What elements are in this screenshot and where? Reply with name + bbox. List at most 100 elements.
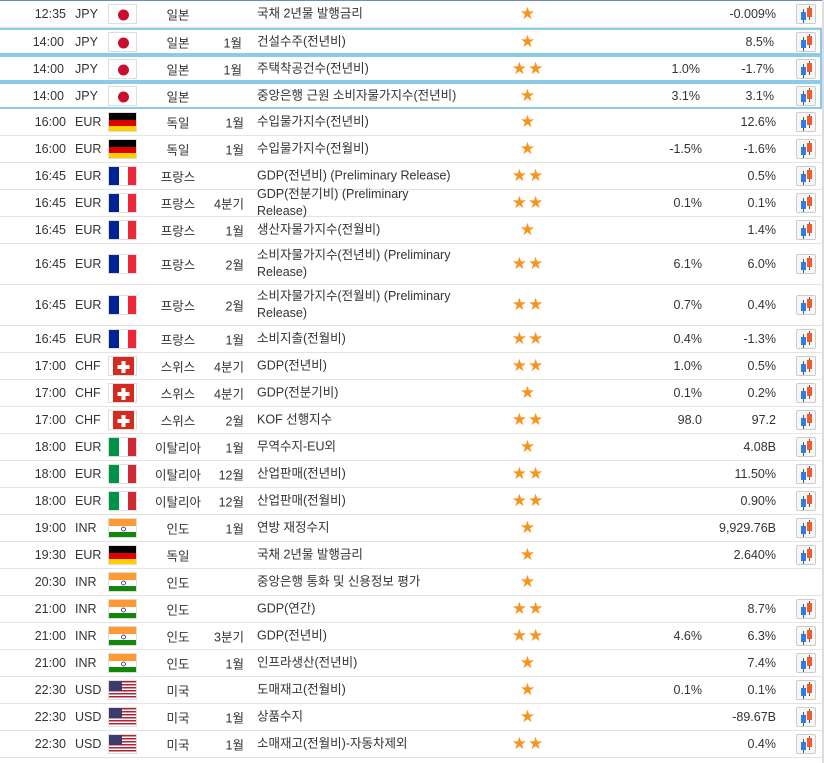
importance-stars-icon: ★★ bbox=[511, 410, 545, 429]
event-name[interactable]: 소비지출(전월비) bbox=[257, 331, 346, 346]
country: 인도 bbox=[166, 603, 190, 618]
event-name[interactable]: 주택착공건수(전년비) bbox=[257, 61, 369, 75]
table-row[interactable]: 16:00 EUR 독일 1월 수입물가지수(전월비) ★ -1.5% -1.6… bbox=[0, 136, 822, 163]
table-row[interactable]: 16:45 EUR 프랑스 1월 소비지출(전월비) ★★ 0.4% -1.3% bbox=[0, 326, 822, 353]
event-name[interactable]: 건설수주(전년비) bbox=[257, 34, 346, 48]
table-row[interactable]: 16:45 EUR 프랑스 GDP(전년비) (Preliminary Rele… bbox=[0, 163, 822, 190]
event-name[interactable]: GDP(전년비) bbox=[257, 628, 327, 643]
event-name[interactable]: GDP(전분기비) bbox=[257, 385, 339, 400]
chart-icon[interactable] bbox=[796, 254, 816, 274]
flag-ch-icon bbox=[108, 410, 137, 430]
event-time: 16:00 bbox=[34, 142, 66, 156]
chart-icon[interactable] bbox=[796, 166, 816, 186]
chart-icon[interactable] bbox=[796, 410, 816, 430]
table-row[interactable]: 18:00 EUR 이탈리아 1월 무역수지-EU외 ★ 4.08B bbox=[0, 434, 822, 461]
chart-icon[interactable] bbox=[796, 464, 816, 484]
table-row[interactable]: 16:45 EUR 프랑스 4분기 GDP(전분기비) (Preliminary… bbox=[0, 187, 822, 218]
chart-icon[interactable] bbox=[796, 356, 816, 376]
event-name[interactable]: 산업판매(전월비) bbox=[257, 493, 346, 508]
table-row[interactable]: 14:00 JPY 일본 1월 주택착공건수(전년비) ★★ 1.0% -1.7… bbox=[0, 55, 822, 82]
forecast-value: 0.1% bbox=[673, 196, 703, 210]
table-row[interactable]: 16:00 EUR 독일 1월 수입물가지수(전년비) ★ 12.6% bbox=[0, 109, 822, 136]
previous-value: 6.0% bbox=[747, 257, 777, 271]
chart-icon[interactable] bbox=[796, 220, 816, 240]
event-name[interactable]: 인프라생산(전년비) bbox=[257, 655, 358, 670]
chart-icon[interactable] bbox=[796, 85, 816, 106]
event-name[interactable]: 수입물가지수(전월비) bbox=[257, 141, 369, 156]
chart-icon[interactable] bbox=[796, 139, 816, 159]
scrollbar[interactable] bbox=[822, 0, 824, 763]
chart-icon[interactable] bbox=[796, 193, 816, 213]
period: 4분기 bbox=[214, 387, 244, 402]
table-row[interactable]: 21:00 INR 인도 3분기 GDP(전년비) ★★ 4.6% 6.3% bbox=[0, 623, 822, 650]
chart-icon[interactable] bbox=[796, 545, 816, 565]
importance-stars-icon: ★ bbox=[519, 572, 537, 591]
event-name[interactable]: 상품수지 bbox=[257, 709, 304, 724]
event-name[interactable]: 연방 재정수지 bbox=[257, 520, 330, 535]
event-name[interactable]: GDP(전년비) bbox=[257, 358, 327, 373]
chart-icon[interactable] bbox=[796, 491, 816, 511]
chart-icon[interactable] bbox=[796, 599, 816, 619]
country: 인도 bbox=[166, 522, 190, 537]
table-row[interactable]: 12:35 JPY 일본 국채 2년물 발행금리 ★ -0.009% bbox=[0, 1, 822, 28]
chart-icon[interactable] bbox=[796, 4, 816, 24]
table-row[interactable]: 17:00 CHF 스위스 2월 KOF 선행지수 ★★ 98.0 97.2 bbox=[0, 407, 822, 434]
chart-icon[interactable] bbox=[796, 329, 816, 349]
chart-icon[interactable] bbox=[796, 437, 816, 457]
event-name[interactable]: 무역수지-EU외 bbox=[257, 439, 337, 454]
flag-jp-icon bbox=[108, 31, 137, 52]
flag-fr-icon bbox=[108, 166, 137, 186]
table-row[interactable]: 21:00 INR 인도 GDP(연간) ★★ 8.7% bbox=[0, 596, 822, 623]
chart-icon[interactable] bbox=[796, 518, 816, 538]
currency: EUR bbox=[75, 223, 102, 237]
table-row[interactable]: 19:00 INR 인도 1월 연방 재정수지 ★ 9,929.76B bbox=[0, 515, 822, 542]
chart-icon[interactable] bbox=[796, 31, 816, 52]
event-name[interactable]: KOF 선행지수 bbox=[257, 412, 333, 427]
event-name[interactable]: GDP(전분기비) (Preliminary Release) bbox=[257, 187, 409, 218]
event-name[interactable]: 생산자물가지수(전월비) bbox=[257, 222, 381, 237]
event-name[interactable]: GDP(연간) bbox=[257, 601, 316, 616]
previous-value: 97.2 bbox=[751, 413, 776, 427]
table-row[interactable]: 18:00 EUR 이탈리아 12월 산업판매(전월비) ★★ 0.90% bbox=[0, 488, 822, 515]
event-name[interactable]: 중앙은행 근원 소비자물가지수(전년비) bbox=[257, 88, 457, 102]
event-name[interactable]: GDP(전년비) (Preliminary Release) bbox=[257, 168, 451, 183]
flag-us-icon bbox=[108, 707, 137, 727]
event-time: 14:00 bbox=[32, 34, 64, 49]
event-name[interactable]: 중앙은행 통화 및 신용정보 평가 bbox=[257, 574, 421, 589]
table-row[interactable]: 14:00 JPY 일본 1월 건설수주(전년비) ★ 8.5% bbox=[0, 28, 822, 55]
event-name[interactable]: 도매재고(전월비) bbox=[257, 682, 346, 697]
event-name[interactable]: 국채 2년물 발행금리 bbox=[257, 6, 363, 21]
chart-icon[interactable] bbox=[796, 295, 816, 315]
event-time: 16:45 bbox=[34, 257, 66, 271]
table-row[interactable]: 18:00 EUR 이탈리아 12월 산업판매(전년비) ★★ 11.50% bbox=[0, 461, 822, 488]
forecast-value: 0.1% bbox=[673, 386, 703, 400]
table-row[interactable]: 20:30 INR 인도 중앙은행 통화 및 신용정보 평가 ★ bbox=[0, 569, 822, 596]
table-row[interactable]: 16:45 EUR 프랑스 1월 생산자물가지수(전월비) ★ 1.4% bbox=[0, 217, 822, 244]
table-row[interactable]: 22:30 USD 미국 1월 소매재고(전월비)-자동차제외 ★★ 0.4% bbox=[0, 731, 822, 758]
event-name[interactable]: 국채 2년물 발행금리 bbox=[257, 547, 363, 562]
chart-icon[interactable] bbox=[796, 58, 816, 79]
event-name[interactable]: 산업판매(전년비) bbox=[257, 466, 346, 481]
table-row[interactable]: 14:00 JPY 일본 중앙은행 근원 소비자물가지수(전년비) ★ 3.1%… bbox=[0, 82, 822, 109]
event-name[interactable]: 수입물가지수(전년비) bbox=[257, 114, 369, 129]
event-time: 18:00 bbox=[34, 440, 66, 454]
chart-icon[interactable] bbox=[796, 734, 816, 754]
chart-icon[interactable] bbox=[796, 626, 816, 646]
table-row[interactable]: 17:00 CHF 스위스 4분기 GDP(전분기비) ★ 0.1% 0.2% bbox=[0, 380, 822, 407]
period: 4분기 bbox=[214, 360, 244, 375]
table-row[interactable]: 19:30 EUR 독일 국채 2년물 발행금리 ★ 2.640% bbox=[0, 542, 822, 569]
table-row[interactable]: 17:00 CHF 스위스 4분기 GDP(전년비) ★★ 1.0% 0.5% bbox=[0, 353, 822, 380]
chart-icon[interactable] bbox=[796, 680, 816, 700]
table-row[interactable]: 21:00 INR 인도 1월 인프라생산(전년비) ★ 7.4% bbox=[0, 650, 822, 677]
event-name[interactable]: 소매재고(전월비)-자동차제외 bbox=[257, 736, 408, 751]
event-name[interactable]: 소비자물가지수(전월비) (Preliminary Release) bbox=[257, 289, 451, 320]
event-name[interactable]: 소비자물가지수(전년비) (Preliminary Release) bbox=[257, 248, 451, 279]
chart-icon[interactable] bbox=[796, 383, 816, 403]
table-row[interactable]: 16:45 EUR 프랑스 2월 소비자물가지수(전년비) (Prelimina… bbox=[0, 244, 822, 285]
table-row[interactable]: 16:45 EUR 프랑스 2월 소비자물가지수(전월비) (Prelimina… bbox=[0, 285, 822, 326]
table-row[interactable]: 22:30 USD 미국 도매재고(전월비) ★ 0.1% 0.1% bbox=[0, 677, 822, 704]
chart-icon[interactable] bbox=[796, 112, 816, 132]
chart-icon[interactable] bbox=[796, 653, 816, 673]
table-row[interactable]: 22:30 USD 미국 1월 상품수지 ★ -89.67B bbox=[0, 704, 822, 731]
chart-icon[interactable] bbox=[796, 707, 816, 727]
